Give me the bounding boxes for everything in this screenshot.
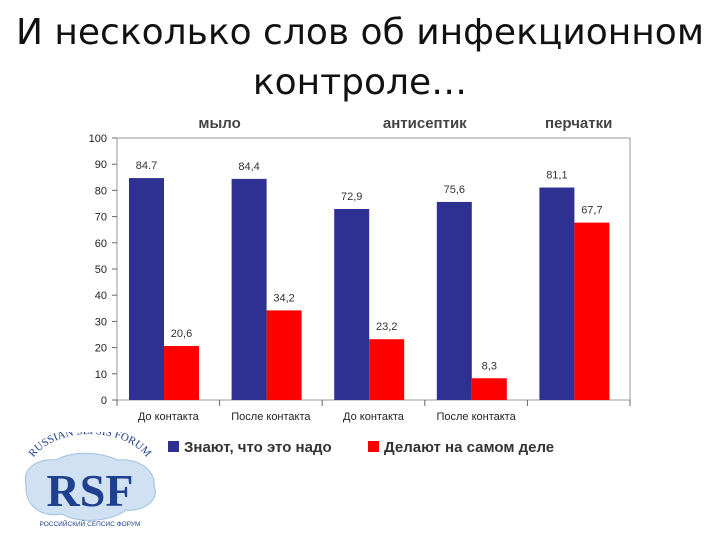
bar-do: [471, 378, 507, 400]
bar-value-label: 72,9: [341, 191, 362, 203]
x-category-label: До контакта: [138, 411, 200, 423]
x-category-label: После контакта: [231, 411, 311, 423]
bar-know: [334, 209, 370, 400]
slide-title: И несколько слов об инфекционном контрол…: [0, 8, 720, 108]
group-label: мыло: [198, 115, 240, 132]
y-tick-label: 100: [89, 133, 107, 145]
bar-know: [231, 178, 267, 400]
y-tick-label: 60: [95, 238, 107, 250]
bar-value-label: 20,6: [171, 328, 192, 340]
group-label: перчатки: [545, 115, 612, 132]
x-category-label: До контакта: [343, 411, 405, 423]
legend-swatch: [168, 441, 179, 452]
bar-value-label: 8,3: [482, 360, 497, 372]
slide-title-line-1: И несколько слов об инфекционном: [15, 12, 704, 53]
x-category-label: После контакта: [436, 411, 516, 423]
legend-label: Делают на самом деле: [384, 439, 554, 456]
bar-value-label: 67,7: [581, 205, 602, 217]
bar-do: [266, 310, 302, 400]
bar-value-label: 23,2: [376, 321, 397, 333]
logo-subtitle: РОССИЙСКИЙ СЕПСИС ФОРУМ: [40, 519, 141, 528]
y-tick-label: 30: [95, 316, 107, 328]
slide-title-line-2: контроле…: [252, 62, 468, 103]
group-label: антисептик: [383, 115, 467, 132]
bar-know: [129, 178, 164, 400]
bar-do: [164, 346, 199, 400]
bar-value-label: 84,4: [238, 161, 259, 173]
bar-value-label: 75,6: [444, 184, 465, 196]
legend-label: Знают, что это надо: [184, 439, 332, 456]
logo-map-shape: [24, 452, 156, 521]
bar-value-label: 81,1: [546, 170, 567, 182]
y-tick-label: 20: [95, 343, 107, 355]
bar-do: [574, 222, 610, 400]
y-tick-label: 0: [101, 395, 107, 407]
y-tick-label: 70: [95, 212, 107, 224]
y-tick-label: 90: [95, 159, 107, 171]
bar-value-label: 34,2: [273, 292, 294, 304]
bar-do: [369, 339, 405, 400]
bar-value-label: 84.7: [136, 160, 157, 172]
y-tick-label: 80: [95, 185, 107, 197]
y-tick-label: 40: [95, 290, 107, 302]
bar-know: [436, 201, 472, 400]
rsf-logo: RUSSIAN SEPSIS FORUM RSF РОССИЙСКИЙ СЕПС…: [24, 432, 156, 528]
y-tick-label: 50: [95, 264, 107, 276]
logo-letters: RSF: [47, 465, 134, 516]
legend-swatch: [368, 441, 379, 452]
bar-know: [539, 187, 575, 400]
y-tick-label: 10: [95, 369, 107, 381]
